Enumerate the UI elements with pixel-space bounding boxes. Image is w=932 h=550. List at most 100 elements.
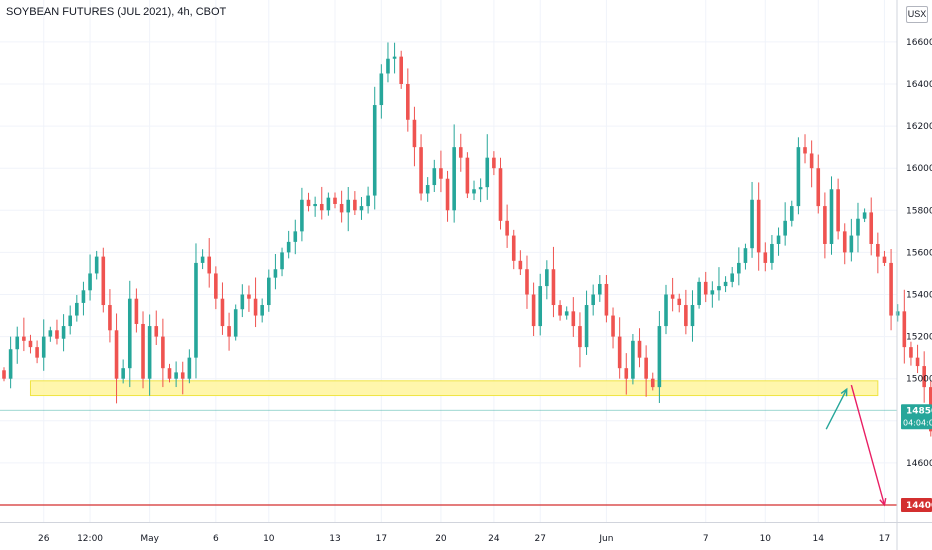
candle — [922, 351, 926, 403]
price-tick-label: 16000 — [906, 164, 932, 174]
time-tick-label: 26 — [38, 534, 50, 544]
candle-body-up — [776, 235, 781, 244]
candle-body-down — [353, 199, 357, 211]
candle — [664, 284, 668, 335]
candle — [147, 314, 152, 396]
candle — [723, 276, 728, 293]
candle — [823, 192, 827, 259]
time-tick-label: 20 — [435, 534, 447, 544]
candle-body-up — [598, 283, 602, 295]
candle — [776, 227, 781, 256]
candle-body-down — [505, 220, 509, 236]
candle-body-up — [743, 248, 748, 263]
candle-body-down — [909, 347, 913, 358]
candle-body-up — [849, 235, 854, 253]
candle-body-down — [604, 283, 609, 316]
candle — [227, 312, 231, 351]
candle — [796, 137, 801, 215]
candle-body-down — [915, 357, 920, 367]
candle — [789, 200, 794, 227]
candle-body-down — [677, 298, 682, 306]
candle-body-up — [664, 294, 668, 327]
candle-body-up — [174, 372, 178, 379]
projection-arrow-down-shaft — [850, 384, 886, 506]
candle-body-up — [690, 305, 695, 327]
candle — [180, 361, 185, 395]
candle — [882, 250, 887, 267]
candle-body-down — [220, 298, 225, 327]
support-zone[interactable] — [29, 380, 879, 397]
candle — [48, 326, 53, 342]
candle-body-down — [465, 157, 470, 194]
last-price-badge — [901, 404, 932, 430]
price-tick-label: 16200 — [906, 122, 932, 132]
candle — [545, 260, 549, 300]
price-tick-label: 15800 — [906, 206, 932, 216]
projection-arrows[interactable] — [825, 384, 887, 507]
candle-body-up — [538, 286, 543, 327]
candle — [677, 293, 682, 313]
candle-body-up — [48, 330, 53, 337]
candle-body-up — [783, 220, 787, 236]
candle — [531, 282, 536, 337]
candle-body-down — [492, 157, 496, 169]
candle-body-down — [836, 189, 840, 232]
projection-arrow-down[interactable] — [850, 384, 887, 507]
candle — [591, 284, 595, 316]
candle — [750, 181, 754, 258]
candle — [862, 208, 867, 223]
candle-body-down — [214, 273, 218, 299]
candle-body-up — [432, 168, 437, 186]
candle-body-down — [578, 326, 582, 348]
candle — [293, 219, 298, 255]
candle-body-up — [717, 286, 721, 291]
price-tick-label: 15600 — [906, 248, 932, 258]
projection-arrow-down-head — [879, 497, 887, 507]
candle-body-down — [763, 252, 768, 263]
candle-body-down — [498, 168, 503, 221]
candle — [372, 86, 377, 210]
candle-body-down — [558, 305, 562, 316]
candle — [200, 249, 205, 270]
candle — [280, 247, 284, 277]
candle-body-down — [882, 256, 887, 263]
candle — [710, 281, 715, 308]
candle — [233, 304, 238, 341]
candle-body-up — [273, 269, 278, 278]
candle — [134, 288, 139, 333]
price-axis[interactable]: 1460014800150001520015400156001580016000… — [906, 38, 932, 469]
candle — [452, 124, 456, 223]
time-axis[interactable]: 26 12:00 May 6 10 13 17 20 24 27 Jun 7 10 14 17 — [38, 534, 890, 544]
candle-body-up — [240, 294, 245, 310]
candle-body-up — [121, 368, 125, 379]
candle — [644, 345, 648, 397]
candle-body-down — [161, 336, 165, 369]
candle — [604, 275, 609, 323]
candle — [22, 317, 26, 352]
candle — [386, 42, 390, 83]
candle — [842, 223, 847, 265]
time-tick-label: 24 — [488, 534, 500, 544]
candle-body-up — [293, 231, 298, 242]
chart-title: SOYBEAN FUTURES (JUL 2021), 4h, CBOT — [6, 6, 227, 18]
candle — [743, 243, 748, 270]
candle-body-down — [644, 357, 648, 379]
candle — [412, 106, 417, 167]
candle-body-down — [333, 197, 337, 204]
candle — [253, 277, 258, 328]
projection-arrow-up[interactable] — [825, 387, 848, 430]
candle-body-down — [28, 340, 33, 348]
candle — [684, 289, 688, 335]
price-tick-label: 15200 — [906, 333, 932, 343]
candle-body-up — [478, 187, 483, 190]
candle — [657, 311, 662, 404]
candle-body-up — [584, 305, 589, 348]
candle-body-down — [684, 305, 688, 327]
candle — [2, 367, 6, 382]
currency-button[interactable]: USX — [906, 6, 928, 23]
candle — [319, 186, 324, 220]
candle-body-up — [286, 241, 291, 253]
candle — [849, 218, 854, 262]
candle — [286, 230, 291, 259]
